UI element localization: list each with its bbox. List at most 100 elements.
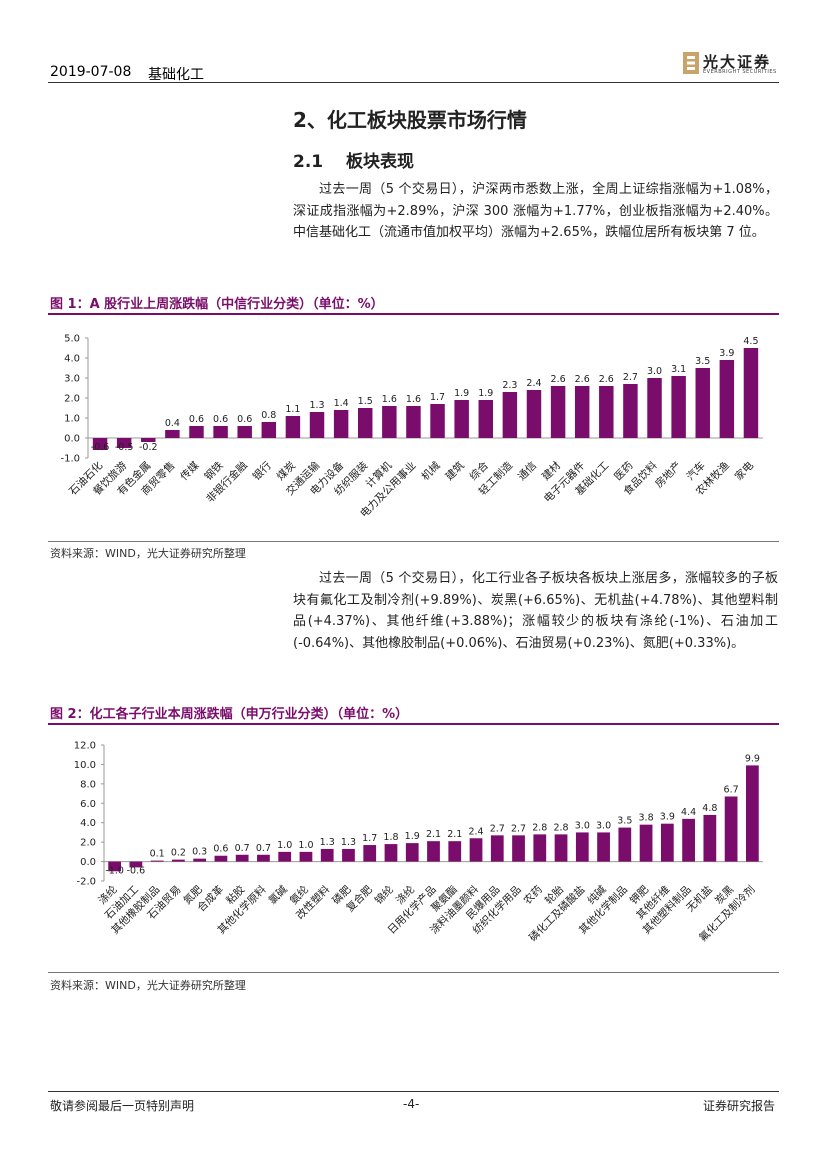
chart-1-bar <box>342 848 355 862</box>
chart-1-data-label: 1.9 <box>405 831 420 842</box>
paragraph-1: 过去一周（5 个交易日），沪深两市悉数上涨，全周上证综指涨幅为+1.08%，深证… <box>293 182 778 240</box>
chart-0-data-label: 2.6 <box>575 374 590 385</box>
chart-1-data-label: 0.6 <box>213 844 228 855</box>
chart-0-bar <box>189 426 204 438</box>
chart-1-bar <box>129 861 143 868</box>
company-logo: 光大证券 EVERBRIGHT SECURITIES <box>683 50 783 80</box>
chart-0-data-label: 2.7 <box>623 372 638 383</box>
chart-1-bar <box>490 835 504 862</box>
chart-0-category-label: 通信 <box>516 460 539 483</box>
chart-0-tick-label: 4.0 <box>64 354 80 365</box>
chart-1-bar <box>703 814 717 862</box>
chart-1-bar <box>278 851 292 862</box>
chart-0-category-label: 房地产 <box>652 459 683 490</box>
chart-0-data-label: 2.3 <box>502 380 517 391</box>
chart-0-bar <box>141 438 156 442</box>
chart-1-bar <box>384 844 398 862</box>
chart-0-data-label: 2.4 <box>526 378 541 389</box>
chart-1-data-label: -1.0 <box>105 866 124 877</box>
chart-0-tick-label: 5.0 <box>64 334 80 345</box>
chart-0-data-label: -0.6 <box>91 442 110 453</box>
chart-1-bar <box>257 854 270 862</box>
chart-1-bar <box>575 832 589 862</box>
chart-1-bar <box>363 845 377 862</box>
chart-2: 12.010.08.06.04.02.00.0-2.0-1.0涤纶-0.6石油加… <box>74 741 763 944</box>
chart-0-data-label: 3.1 <box>671 364 686 375</box>
chart-0-category-label: 机械 <box>419 459 443 483</box>
chart-1-data-label: 0.7 <box>256 843 271 854</box>
chart-0-data-label: 1.9 <box>478 388 493 399</box>
chart-0-bar <box>454 400 469 438</box>
chart-1-data-label: 3.9 <box>660 812 675 823</box>
footer-report-type: 证券研究报告 <box>703 1099 776 1113</box>
chart-1-data-label: 2.1 <box>426 829 441 840</box>
chart-1-data-label: 3.5 <box>617 816 632 827</box>
chart-0-data-label: 1.9 <box>454 388 469 399</box>
chart-0-data-label: 2.6 <box>599 374 614 385</box>
chart-1-bar <box>172 859 185 862</box>
footer-divider <box>48 1091 779 1092</box>
chart-1-bar <box>299 851 313 862</box>
chart-1-data-label: 2.7 <box>511 823 526 834</box>
chart-1-bar <box>193 858 207 862</box>
header-date: 2019-07-08 <box>50 64 132 80</box>
chart-1-category-label: 锦纶 <box>372 883 396 907</box>
page-number: -4- <box>403 1097 420 1111</box>
chart-0-bar <box>261 422 277 438</box>
chart-0-data-label: 0.6 <box>237 414 252 425</box>
chart-1-bar <box>405 843 419 862</box>
chart-0-bar <box>647 378 662 438</box>
chart-1-data-label: 9.9 <box>745 753 760 764</box>
chart-0-data-label: 0.8 <box>261 410 276 421</box>
figure-1-source: 资料来源：WIND，光大证券研究所整理 <box>50 547 246 560</box>
chart-0-bar <box>406 406 421 438</box>
chart-0-bar <box>550 386 566 438</box>
chart-1-bar <box>745 765 759 862</box>
logo-mark-icon <box>683 52 699 74</box>
chart-1-tick-label: 8.0 <box>80 779 96 790</box>
subsection-title: 2.1 板块表现 <box>293 152 415 172</box>
figure-2-source: 资料来源：WIND，光大证券研究所整理 <box>50 979 246 992</box>
chart-0-data-label: 0.6 <box>189 414 204 425</box>
chart-0-category-label: 家电 <box>732 459 756 483</box>
chart-0-data-label: 0.6 <box>213 414 228 425</box>
chart-1-tick-label: 12.0 <box>74 741 96 752</box>
chart-1-bar <box>150 860 164 862</box>
chart-1-bar <box>639 824 653 862</box>
figure-2-title: 图 2：化工各子行业本周涨跌幅（申万行业分类）（单位：%） <box>50 707 409 722</box>
chart-1-tick-label: 2.0 <box>80 838 96 849</box>
chart-1-bar <box>618 827 632 862</box>
chart-0-bar <box>695 368 710 438</box>
chart-1-data-label: 1.3 <box>320 837 335 848</box>
chart-1-bar <box>235 854 249 862</box>
chart-1-bar <box>554 834 568 862</box>
figure-1-title: 图 1：A 股行业上周涨跌幅（中信行业分类）（单位：%） <box>50 297 384 312</box>
chart-0-bar <box>430 404 445 438</box>
figure-1-source-rule <box>48 541 779 542</box>
chart-1-category-label: 氯碱 <box>266 883 290 907</box>
chart-1-data-label: 1.7 <box>362 833 377 844</box>
chart-1-bar <box>448 841 462 862</box>
chart-0-data-label: 1.7 <box>430 392 445 403</box>
figure-1-rule <box>48 313 779 315</box>
chart-0-tick-label: 0.0 <box>64 434 80 445</box>
section-title: 2、化工板块股票市场行情 <box>293 108 527 132</box>
chart-0-bar <box>309 412 325 438</box>
chart-1-data-label: 4.4 <box>681 807 696 818</box>
chart-0-tick-label: 1.0 <box>64 414 80 425</box>
header-divider <box>48 82 779 83</box>
chart-1-bar <box>724 796 738 862</box>
chart-1-data-label: 0.2 <box>171 848 186 859</box>
chart-0-data-label: 1.6 <box>382 394 397 405</box>
chart-0-bar <box>358 408 373 438</box>
chart-1-data-label: 0.3 <box>192 847 207 858</box>
chart-0-tick-label: 2.0 <box>64 394 80 405</box>
chart-1-data-label: 4.8 <box>702 803 717 814</box>
figure-2-rule <box>48 723 779 725</box>
figure-2-source-rule <box>48 972 779 973</box>
chart-1-bar <box>682 818 695 862</box>
chart-1-data-label: 0.1 <box>150 849 165 860</box>
chart-1-data-label: 3.8 <box>639 813 654 824</box>
chart-1-tick-label: 0.0 <box>80 857 96 868</box>
chart-1-bar <box>512 835 525 862</box>
